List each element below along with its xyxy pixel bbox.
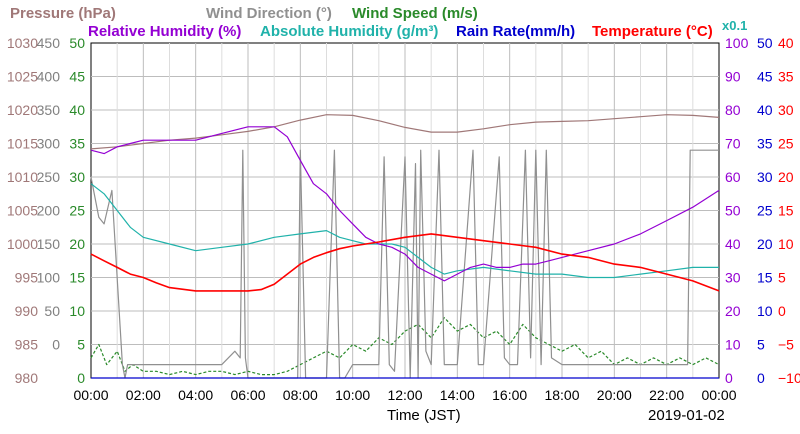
y-tick-label-temperature: 40: [778, 35, 794, 51]
x-tick-label: 08:00: [283, 387, 318, 403]
y-tick-label-rain-rate: 10: [757, 303, 773, 319]
y-tick-label-wind-direction: 200: [37, 203, 61, 219]
x-tick-label: 10:00: [335, 387, 370, 403]
x-axis-label: Time (JST): [387, 407, 461, 424]
x-tick-label: 12:00: [387, 387, 422, 403]
y-tick-label-pressure: 1010: [7, 169, 38, 185]
y-tick-label-wind-speed: 10: [69, 303, 85, 319]
y-tick-label-relative-humidity: 70: [725, 136, 741, 152]
x-tick-label: 06:00: [230, 387, 265, 403]
y-tick-label-pressure: 985: [15, 337, 39, 353]
grid: [91, 43, 719, 378]
x-tick-label: 22:00: [649, 387, 684, 403]
y-tick-label-relative-humidity: 10: [725, 337, 741, 353]
y-tick-label-pressure: 1030: [7, 35, 38, 51]
y-tick-label-relative-humidity: 40: [725, 236, 741, 252]
y-tick-label-wind-direction: 400: [37, 69, 61, 85]
y-tick-label-relative-humidity: 0: [725, 370, 733, 386]
y-tick-label-wind-speed: 5: [77, 337, 85, 353]
x-axis: 00:00 02:00 04:00 06:00 08:00 10:00 12:00 14:00…: [73, 387, 736, 403]
y-tick-label-wind-direction: 350: [37, 102, 61, 118]
series-line-wind-direction: [90, 149, 719, 379]
y-tick-label-relative-humidity: 90: [725, 69, 741, 85]
y-tick-label-rain-rate: 30: [757, 169, 773, 185]
series-line-wind-speed: [90, 317, 720, 376]
y-tick-label-temperature: 20: [778, 169, 794, 185]
legend-scale-note: x0.1: [722, 18, 747, 33]
series-line-pressure: [90, 114, 720, 150]
legend-wind-speed: Wind Speed (m/s): [352, 5, 478, 22]
y-tick-label-wind-direction: 250: [37, 169, 61, 185]
y-tick-label-temperature: −10: [778, 370, 800, 386]
y-tick-label-pressure: 1025: [7, 69, 38, 85]
y-tick-label-wind-direction: 150: [37, 236, 61, 252]
y-tick-label-wind-speed: 30: [69, 169, 85, 185]
x-tick-label: 18:00: [544, 387, 579, 403]
y-tick-label-rain-rate: 5: [757, 337, 765, 353]
y-tick-label-wind-speed: 15: [69, 270, 85, 286]
y-tick-label-pressure: 1020: [7, 102, 38, 118]
y-tick-label-rain-rate: 45: [757, 69, 773, 85]
x-tick-label: 00:00: [73, 387, 108, 403]
y-tick-label-wind-speed: 45: [69, 69, 85, 85]
x-tick-label: 20:00: [597, 387, 632, 403]
y-tick-label-temperature: 5: [778, 270, 786, 286]
y-tick-label-pressure: 995: [15, 270, 39, 286]
legend-relative-humidity: Relative Humidity (%): [88, 23, 241, 40]
y-tick-label-rain-rate: 50: [757, 35, 773, 51]
y-tick-label-wind-direction: 450: [37, 35, 61, 51]
y-tick-label-relative-humidity: 30: [725, 270, 741, 286]
y-tick-label-rain-rate: 25: [757, 203, 773, 219]
y-tick-label-pressure: 1000: [7, 236, 38, 252]
y-tick-label-wind-speed: 25: [69, 203, 85, 219]
y-tick-label-relative-humidity: 100: [725, 35, 749, 51]
y-tick-label-wind-speed: 50: [69, 35, 85, 51]
x-tick-label: 02:00: [126, 387, 161, 403]
y-tick-label-rain-rate: 20: [757, 236, 773, 252]
y-tick-label-wind-direction: 100: [37, 270, 61, 286]
y-tick-label-pressure: 1015: [7, 136, 38, 152]
legend-wind-direction: Wind Direction (°): [206, 5, 332, 22]
series-layer: [90, 114, 720, 379]
legend-temperature: Temperature (°C): [592, 23, 713, 40]
y-tick-label-relative-humidity: 80: [725, 102, 741, 118]
legend-absolute-humidity: Absolute Humidity (g/m³): [260, 23, 438, 40]
y-tick-label-wind-speed: 40: [69, 102, 85, 118]
x-tick-label: 00:00: [701, 387, 736, 403]
series-line-relative-humidity: [90, 183, 719, 279]
y-tick-label-wind-direction: 0: [52, 337, 60, 353]
legend-rain-rate: Rain Rate(mm/h): [456, 23, 575, 40]
y-tick-label-rain-rate: 35: [757, 136, 773, 152]
y-tick-label-wind-speed: 35: [69, 136, 85, 152]
y-tick-label-temperature: 25: [778, 136, 794, 152]
series-line-temperature: [90, 233, 720, 292]
y-tick-label-rain-rate: 40: [757, 102, 773, 118]
y-tick-label-temperature: −5: [778, 337, 794, 353]
y-tick-label-relative-humidity: 50: [725, 203, 741, 219]
y-tick-label-pressure: 1005: [7, 203, 38, 219]
legend-pressure: Pressure (hPa): [10, 5, 116, 22]
y-tick-label-temperature: 0: [778, 303, 786, 319]
y-tick-label-pressure: 980: [15, 370, 39, 386]
y-tick-label-pressure: 990: [15, 303, 39, 319]
y-tick-label-relative-humidity: 20: [725, 303, 741, 319]
y-axes: 1030102510201015101010051000995990985980…: [7, 35, 800, 386]
y-tick-label-wind-direction: 50: [44, 303, 60, 319]
y-tick-label-temperature: 30: [778, 102, 794, 118]
date-label: 2019-01-02: [648, 407, 725, 424]
y-tick-label-relative-humidity: 60: [725, 169, 741, 185]
y-tick-label-temperature: 35: [778, 69, 794, 85]
y-tick-label-temperature: 15: [778, 203, 794, 219]
y-tick-label-wind-speed: 0: [77, 370, 85, 386]
y-tick-label-wind-direction: 300: [37, 136, 61, 152]
x-tick-label: 14:00: [440, 387, 475, 403]
y-tick-label-rain-rate: 0: [757, 370, 765, 386]
y-tick-label-rain-rate: 15: [757, 270, 773, 286]
x-tick-label: 04:00: [178, 387, 213, 403]
y-tick-label-temperature: 10: [778, 236, 794, 252]
x-tick-label: 16:00: [492, 387, 527, 403]
y-tick-label-wind-speed: 20: [69, 236, 85, 252]
